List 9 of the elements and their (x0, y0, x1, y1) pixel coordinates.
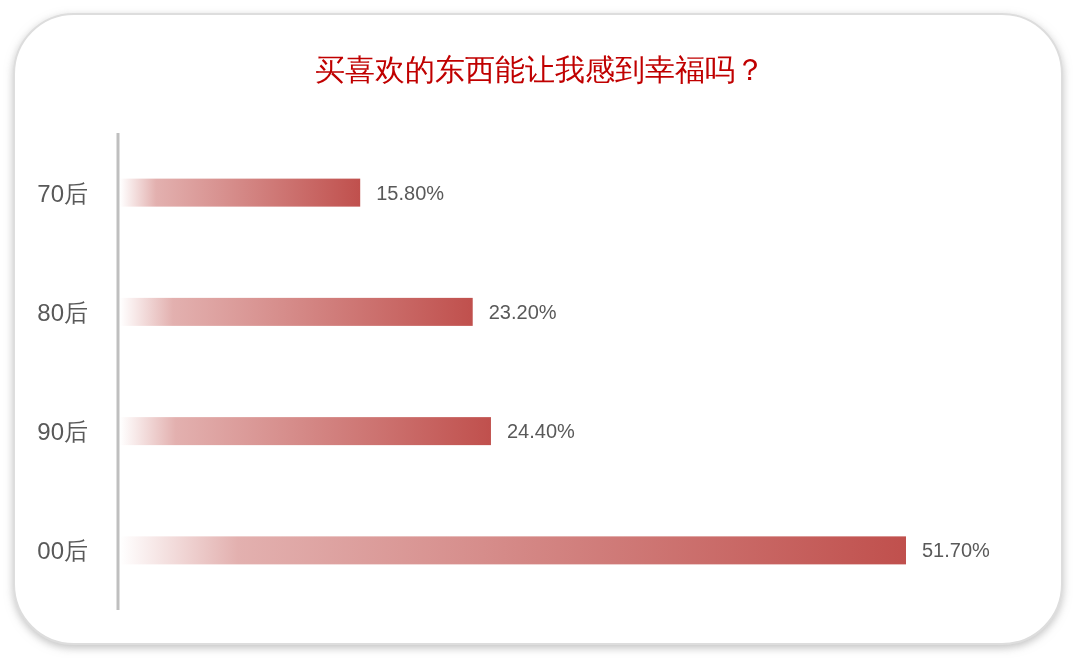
y-tick-label: 00后 (37, 537, 88, 565)
y-tick-label: 70后 (37, 179, 88, 207)
data-label: 23.20% (488, 300, 557, 323)
data-label: 51.70% (922, 539, 991, 562)
chart-title: 买喜欢的东西能让我感到幸福吗？ (315, 53, 765, 86)
y-tick-label: 90后 (37, 418, 88, 446)
data-label: 15.80% (376, 181, 445, 204)
y-tick-label: 80后 (37, 298, 88, 326)
data-label: 24.40% (506, 420, 575, 443)
